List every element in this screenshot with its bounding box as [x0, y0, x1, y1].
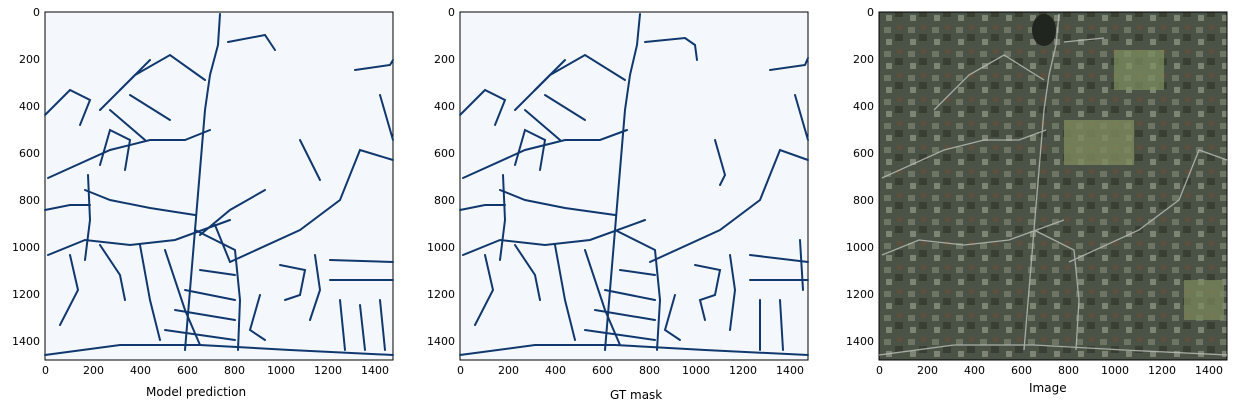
prediction-y-tick: 200 [19, 53, 40, 66]
prediction-y-tick: 1400 [12, 335, 40, 348]
prediction-y-tick: 600 [19, 147, 40, 160]
field-patch [1114, 50, 1164, 90]
gt-x-tick: 0 [457, 364, 464, 377]
prediction-x-tick: 800 [224, 364, 245, 377]
image-x-tick: 0 [876, 364, 883, 377]
gt-x-tick: 1200 [729, 364, 757, 377]
image-y-tick: 1000 [846, 241, 874, 254]
image-caption: Image [1029, 381, 1067, 395]
image-y-tick: 600 [853, 147, 874, 160]
prediction-x-tick: 1400 [361, 364, 389, 377]
field-patch [1064, 120, 1134, 165]
image-y-tick: 1400 [846, 335, 874, 348]
image-figure [878, 11, 1228, 361]
aerial-image [878, 11, 1228, 361]
gt-y-tick: 1000 [427, 241, 455, 254]
image-y-tick: 200 [853, 53, 874, 66]
image-x-tick: 400 [964, 364, 985, 377]
prediction-y-tick: 1200 [12, 288, 40, 301]
prediction-y-tick: 400 [19, 100, 40, 113]
gt-y-tick: 400 [434, 100, 455, 113]
aerial-road-network [878, 13, 1228, 356]
prediction-x-tick: 1200 [314, 364, 342, 377]
image-x-tick: 1400 [1195, 364, 1223, 377]
prediction-caption: Model prediction [146, 385, 247, 399]
prediction-y-tick: 0 [33, 6, 40, 19]
prediction-x-tick: 600 [177, 364, 198, 377]
prediction-x-tick: 1000 [267, 364, 295, 377]
image-y-tick: 1200 [846, 288, 874, 301]
gt-x-tick: 800 [639, 364, 660, 377]
image-x-tick: 200 [917, 364, 938, 377]
gt-y-tick: 800 [434, 194, 455, 207]
image-x-tick: 800 [1058, 364, 1079, 377]
gt-y-tick: 1200 [427, 288, 455, 301]
gt-y-tick: 0 [448, 6, 455, 19]
gt-x-tick: 200 [498, 364, 519, 377]
prediction-road-network [44, 13, 394, 356]
panel-gt-mask: 0 200 400 600 800 1000 1200 1400 0 200 4… [415, 0, 815, 406]
prediction-y-tick: 800 [19, 194, 40, 207]
image-x-tick: 1000 [1101, 364, 1129, 377]
gt-y-tick: 1400 [427, 335, 455, 348]
prediction-x-tick: 200 [83, 364, 104, 377]
image-x-tick: 600 [1011, 364, 1032, 377]
prediction-figure [44, 11, 394, 361]
gt-plot-area [459, 11, 809, 361]
prediction-plot-area [44, 11, 394, 361]
gt-road-network [459, 13, 809, 356]
image-x-tick: 1200 [1148, 364, 1176, 377]
panel-model-prediction: 0 200 400 600 800 1000 1200 1400 0 200 4… [0, 0, 400, 406]
gt-figure [459, 11, 809, 361]
image-y-tick: 400 [853, 100, 874, 113]
gt-x-tick: 1400 [776, 364, 804, 377]
pond [1032, 14, 1056, 46]
image-y-tick: 800 [853, 194, 874, 207]
image-y-tick: 0 [867, 6, 874, 19]
panel-image: 0 200 400 600 800 1000 1200 1400 0 200 4… [834, 0, 1234, 406]
prediction-x-tick: 0 [42, 364, 49, 377]
field-patch [1184, 280, 1224, 320]
gt-x-tick: 1000 [682, 364, 710, 377]
prediction-y-tick: 1000 [12, 241, 40, 254]
gt-x-tick: 600 [592, 364, 613, 377]
gt-y-tick: 200 [434, 53, 455, 66]
gt-x-tick: 400 [545, 364, 566, 377]
gt-y-tick: 600 [434, 147, 455, 160]
prediction-x-tick: 400 [130, 364, 151, 377]
gt-caption: GT mask [610, 388, 663, 402]
